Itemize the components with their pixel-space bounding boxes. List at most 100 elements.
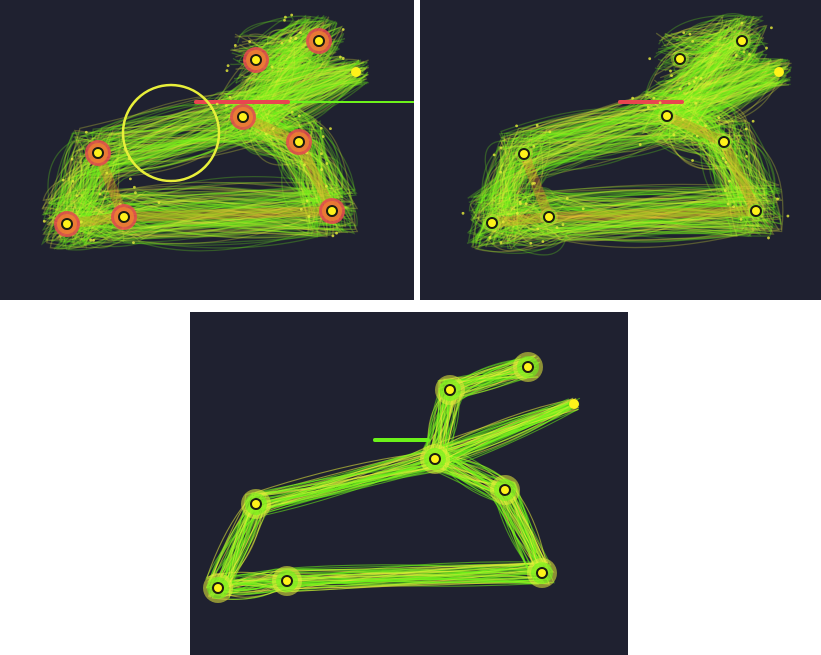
waypoint-node [111,204,137,230]
trajectory-path [468,28,777,232]
trajectory-path [43,56,361,228]
trajectory-path [48,27,347,230]
scatter-dot [688,32,692,36]
trajectory-path [474,16,769,245]
scatter-dot [284,15,287,19]
waypoint-node [85,140,111,166]
trajectory-path [72,34,364,222]
trajectory-path [495,53,780,240]
trajectory-path [498,39,781,243]
waypoint-node [203,573,233,603]
scatter-dot [321,135,325,138]
trajectory-path [499,53,782,215]
trajectory-path [475,37,780,228]
scatter-dot [687,82,691,86]
trajectory-path [504,36,779,230]
trajectory-path [79,48,353,220]
trajectory-path [501,26,791,242]
scatter-dot [290,13,294,17]
scatter-dot [42,219,46,223]
trajectory-path [61,34,365,243]
scatter-dot [581,207,585,211]
trajectory-plot-a [0,0,414,300]
scatter-dot [298,31,302,35]
trajectory-path [79,49,344,249]
scatter-dot [319,126,323,130]
trajectory-path [484,14,778,228]
scatter-dot [499,146,503,150]
trajectory-path [480,53,776,218]
trajectory-path [79,37,365,228]
trajectory-path [78,15,360,236]
scatter-dot [331,234,335,238]
scatter-dot [84,130,88,134]
trajectory-panel-top-right [420,0,821,300]
waypoint-node [658,107,676,125]
scatter-dot [305,199,309,203]
trajectory-path [485,65,776,221]
scatter-dot [555,226,559,229]
scatter-dot [492,153,496,157]
trajectory-path [488,20,780,241]
trajectory-path [59,50,360,249]
trajectory-path [47,44,346,252]
scatter-dot [499,170,503,174]
trajectory-path [497,58,782,240]
trajectory-path [55,25,344,249]
trajectory-path [77,62,358,214]
waypoint-node [272,566,302,596]
trajectory-path [78,43,359,245]
trajectory-path [497,54,787,237]
waypoint-node [420,444,450,474]
scatter-dot [727,179,731,183]
trajectory-path [500,24,792,231]
scatter-dot [224,104,228,107]
scatter-dot [79,220,83,224]
trajectory-path [46,25,368,239]
trajectory-path [56,16,366,238]
trajectory-path [41,47,349,231]
scatter-dot [745,154,748,158]
trajectory-path [502,32,771,235]
scatter-dot [638,143,642,146]
scatter-dot [264,132,268,136]
scatter-dot [536,227,540,231]
scatter-dot [127,157,131,161]
trajectory-path [58,56,346,242]
trajectory-path [73,16,345,209]
trajectory-path [481,45,781,229]
trajectory-path [56,27,348,232]
scatter-dot [307,215,311,218]
trajectory-path [497,22,782,232]
scatter-dot [672,133,676,137]
trajectory-path [495,19,771,232]
trajectory-path [489,53,774,202]
trajectory-path [499,44,768,237]
trajectory-panel-top-left [0,0,414,300]
trajectory-path [505,41,772,236]
scatter-dot [320,152,323,156]
trajectory-path [507,15,769,243]
trajectory-path [224,355,570,592]
trajectory-path [504,37,771,245]
trajectory-path [500,44,790,233]
plot-background [420,0,821,300]
scatter-dot [691,40,695,43]
scatter-dot [765,46,768,50]
trajectory-path [488,36,781,223]
scatter-dot [341,56,345,60]
scatter-dot [670,74,673,78]
trajectory-path [49,19,345,208]
waypoint-node [747,202,765,220]
trajectory-path [494,41,790,239]
trajectory-path [470,39,785,240]
trajectory-path [67,55,360,228]
trajectory-path [54,57,365,233]
scatter-dot [270,65,274,69]
scatter-dot [228,95,232,99]
trajectory-path [498,57,787,235]
trajectory-path [82,29,359,248]
trajectory-path [227,376,580,580]
trajectory-path [41,38,364,246]
waypoint-node [54,211,80,237]
